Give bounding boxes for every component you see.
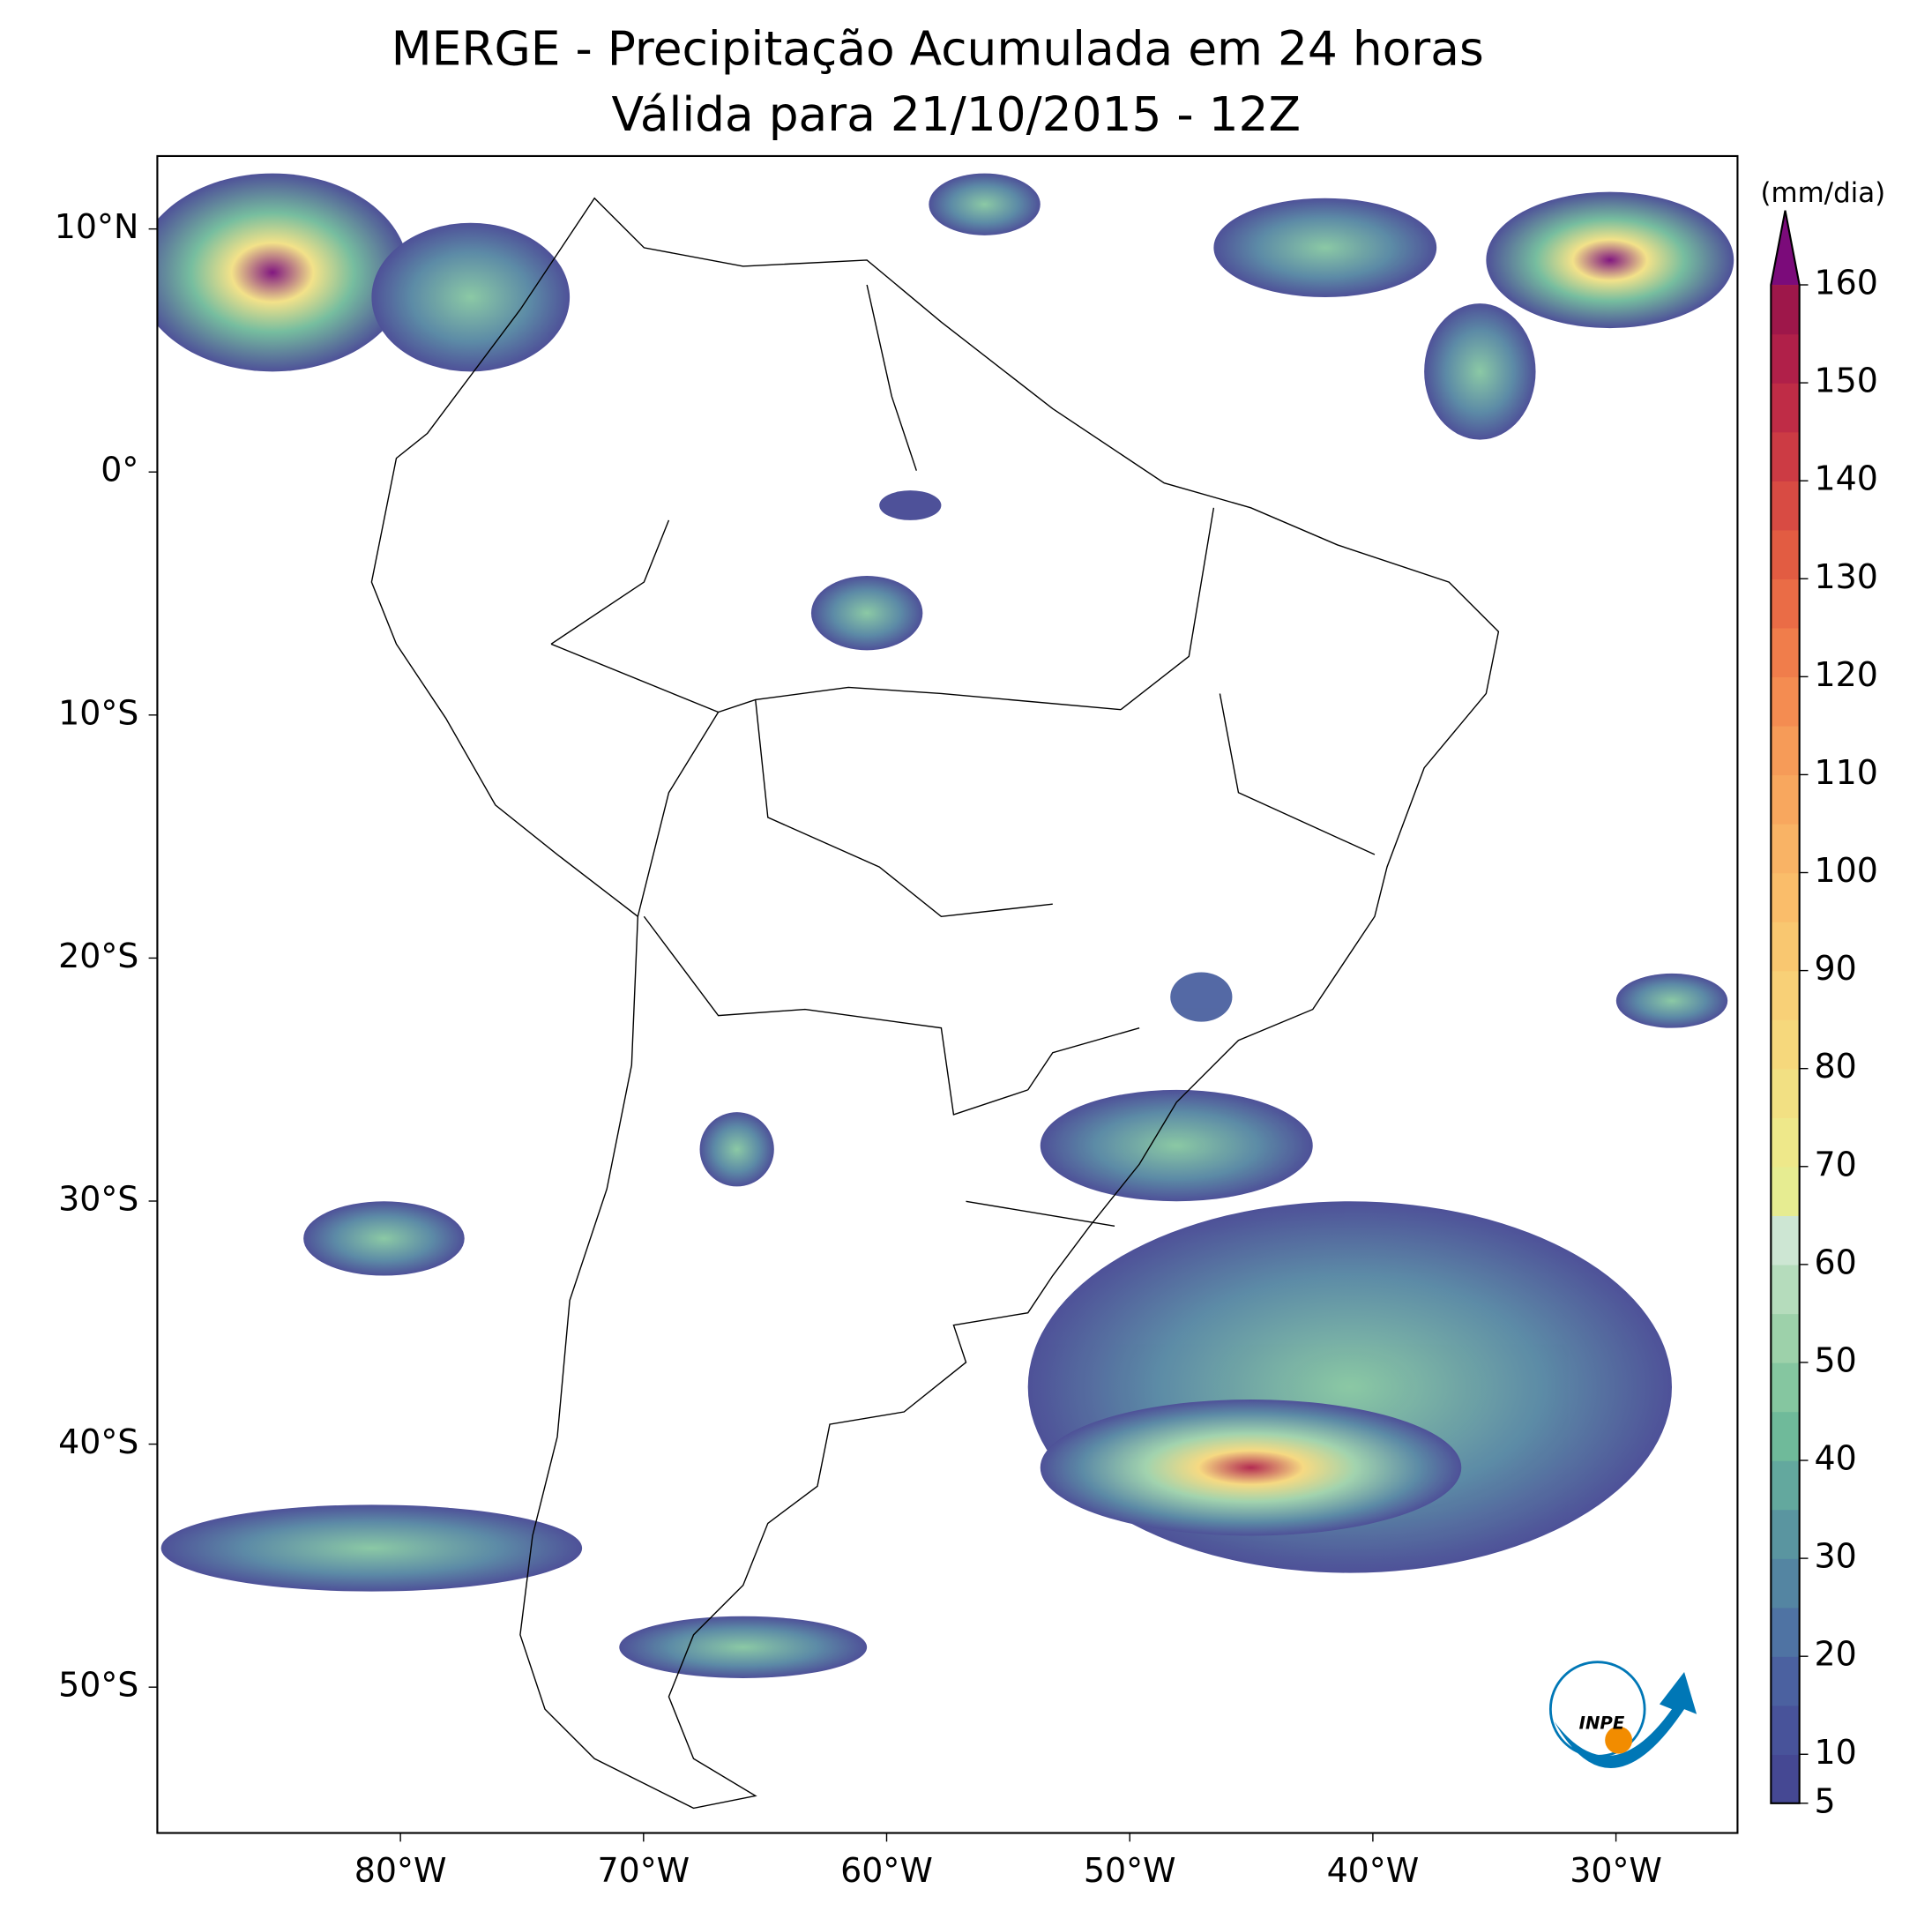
colorbar-band (1771, 1264, 1800, 1315)
colorbar-band (1771, 1656, 1800, 1706)
logo-text: INPE (1579, 1713, 1625, 1733)
colorbar-band (1771, 1509, 1800, 1559)
country-borders (550, 284, 1376, 1228)
colorbar-tick-label: 10 (1815, 1733, 1857, 1772)
colorbar-tick-label: 20 (1815, 1635, 1857, 1674)
colorbar-band (1771, 823, 1800, 874)
y-tick-label: 20°S (58, 937, 138, 975)
colorbar-tick-label: 30 (1815, 1537, 1857, 1576)
y-tick-label: 10°N (55, 207, 139, 246)
colorbar-tick-label: 50 (1815, 1340, 1857, 1379)
map-area (157, 173, 1734, 1810)
colorbar-band (1771, 872, 1800, 922)
colorbar-band (1771, 1705, 1800, 1755)
colorbar-band (1771, 383, 1800, 433)
colorbar-band (1771, 1313, 1800, 1363)
colorbar-band (1771, 922, 1800, 972)
colorbar-band (1771, 1117, 1800, 1168)
colorbar-band (1771, 1607, 1800, 1657)
colorbar-tick-label: 160 (1815, 264, 1878, 302)
colorbar-tick-label: 5 (1815, 1781, 1836, 1820)
colorbar-band (1771, 627, 1800, 678)
colorbar-band (1771, 676, 1800, 727)
colorbar-band (1771, 1558, 1800, 1609)
colorbar-tick-label: 100 (1815, 851, 1878, 890)
colorbar-band (1771, 431, 1800, 481)
colorbar-band (1771, 1362, 1800, 1413)
map-frame (156, 154, 1739, 1834)
y-tick-label: 10°S (58, 693, 138, 732)
colorbar-band (1771, 1411, 1800, 1461)
colorbar-band (1771, 1068, 1800, 1118)
colorbar-tick-label: 120 (1815, 655, 1878, 694)
colorbar-band (1771, 1166, 1800, 1217)
colorbar-band (1771, 1460, 1800, 1511)
colorbar-tick-label: 40 (1815, 1439, 1857, 1478)
colorbar-tick-label: 60 (1815, 1243, 1857, 1281)
x-tick-label: 30°W (1570, 1851, 1662, 1890)
coastline (370, 197, 1500, 1810)
colorbar-tick-label: 70 (1815, 1145, 1857, 1183)
colorbar-band (1771, 285, 1800, 335)
x-tick-label: 40°W (1327, 1851, 1420, 1890)
x-tick-label: 60°W (840, 1851, 933, 1890)
colorbar-outline (1770, 210, 1801, 1804)
subtitle: Válida para 21/10/2015 - 12Z (611, 86, 1301, 142)
y-tick-label: 50°S (58, 1666, 138, 1705)
colorbar-band (1771, 1019, 1800, 1070)
colorbar-band (1771, 481, 1800, 531)
colorbar-band (1771, 579, 1800, 629)
colorbar-extend (1771, 210, 1800, 286)
colorbar-tick-label: 140 (1815, 459, 1878, 498)
title: MERGE - Precipitação Acumulada em 24 hor… (392, 21, 1484, 77)
colorbar-tick-label: 150 (1815, 362, 1878, 400)
y-tick-label: 0° (101, 451, 138, 489)
logo: INPE (1548, 1661, 1697, 1768)
colorbar-band (1771, 970, 1800, 1020)
colorbar-band (1771, 1754, 1800, 1804)
colorbar-band (1771, 725, 1800, 776)
colorbar-tick-label: 110 (1815, 753, 1878, 792)
y-tick-label: 40°S (58, 1422, 138, 1461)
x-tick-label: 70°W (597, 1851, 690, 1890)
x-tick-label: 80°W (354, 1851, 447, 1890)
colorbar-band (1771, 1215, 1800, 1265)
precipitation (157, 173, 1734, 1678)
colorbar-band (1771, 529, 1800, 579)
colorbar-band (1771, 333, 1800, 384)
x-tick-label: 50°W (1084, 1851, 1176, 1890)
colorbar-band (1771, 774, 1800, 825)
colorbar-label: (mm/dia) (1760, 177, 1885, 209)
colorbar-tick-label: 90 (1815, 949, 1857, 988)
y-tick-label: 30°S (58, 1179, 138, 1218)
colorbar-tick-label: 130 (1815, 557, 1878, 596)
colorbar-tick-label: 80 (1815, 1047, 1857, 1086)
